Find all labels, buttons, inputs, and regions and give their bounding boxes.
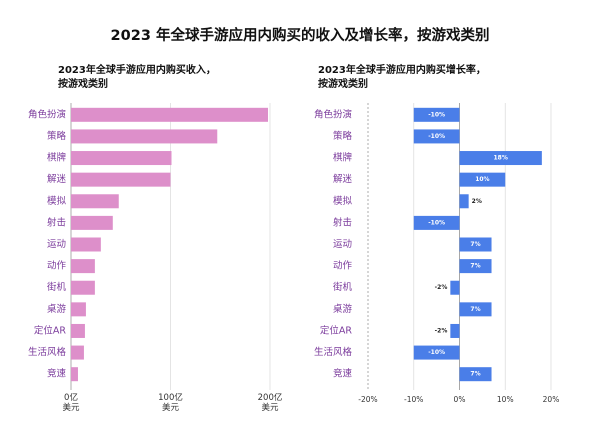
chart-title: 2023年全球手游应用内购买收入， xyxy=(58,63,216,76)
bar xyxy=(71,259,95,274)
page-title: 2023 年全球手游应用内购买的收入及增长率，按游戏类别 xyxy=(111,26,490,44)
chart-title: 2023年全球手游应用内购买增长率， xyxy=(318,63,486,76)
x-tick-label: 0% xyxy=(454,395,466,404)
x-tick-label: -20% xyxy=(358,395,377,404)
bar xyxy=(459,302,492,317)
x-tick-label: 200亿 美元 xyxy=(257,393,283,413)
bar xyxy=(450,280,460,295)
value-label: 7% xyxy=(470,306,480,313)
bar xyxy=(413,129,460,144)
bar xyxy=(71,107,269,122)
bar xyxy=(71,151,172,166)
category-label: 桌游 xyxy=(333,303,353,315)
bar xyxy=(450,323,460,338)
x-tick-label-box: 200亿 美元 xyxy=(257,393,283,413)
value-label: 2% xyxy=(472,198,482,205)
chart-title: 按游戏类别 xyxy=(58,77,108,90)
category-label: 解迷 xyxy=(47,173,67,185)
x-tick-label: 100亿 美元 xyxy=(158,393,183,413)
category-label: 动作 xyxy=(333,260,353,272)
bar xyxy=(71,345,84,360)
bar xyxy=(459,237,492,252)
value-label: -10% xyxy=(428,111,445,118)
bar xyxy=(413,107,460,122)
bar xyxy=(71,367,78,382)
bar xyxy=(71,129,218,144)
x-tick-label-box: 100亿 美元 xyxy=(158,393,183,413)
category-label: 棋牌 xyxy=(47,152,67,164)
bar xyxy=(71,323,85,338)
bar xyxy=(71,194,119,209)
category-label: 角色扮演 xyxy=(28,108,66,120)
x-tick-label-box: 0亿 美元 xyxy=(62,393,80,413)
category-label: 射击 xyxy=(47,216,66,228)
value-label: -10% xyxy=(428,219,445,226)
value-label: 7% xyxy=(470,263,480,270)
category-label: 定位AR xyxy=(34,324,66,336)
x-tick-label: -10% xyxy=(404,395,423,404)
category-label: 生活风格 xyxy=(314,346,353,358)
value-label: 10% xyxy=(475,176,489,183)
bar xyxy=(71,237,101,252)
category-label: 策略 xyxy=(47,130,67,142)
bar xyxy=(459,367,492,382)
category-label: 运动 xyxy=(333,239,352,250)
category-label: 生活风格 xyxy=(28,346,67,358)
bar xyxy=(459,259,492,274)
x-tick-label: 0亿 美元 xyxy=(62,393,80,413)
category-label: 模拟 xyxy=(333,195,353,207)
bar xyxy=(459,172,506,187)
value-label: -10% xyxy=(428,349,445,356)
bar xyxy=(71,280,95,295)
category-label: 角色扮演 xyxy=(314,108,352,120)
value-label: 18% xyxy=(493,155,507,162)
bar xyxy=(459,194,469,209)
value-label: -2% xyxy=(435,284,448,291)
category-label: 棋牌 xyxy=(333,152,353,164)
chart-title: 按游戏类别 xyxy=(318,77,368,90)
x-tick-label: 10% xyxy=(497,395,514,404)
category-label: 运动 xyxy=(47,239,66,250)
bar xyxy=(413,345,460,360)
bar xyxy=(71,172,171,187)
category-label: 竞速 xyxy=(47,368,67,380)
x-tick-label: 20% xyxy=(543,395,560,404)
bar xyxy=(459,151,542,166)
bar xyxy=(413,215,460,230)
category-label: 动作 xyxy=(47,260,67,272)
category-label: 模拟 xyxy=(47,195,67,207)
value-label: -2% xyxy=(435,327,448,334)
category-label: 竞速 xyxy=(333,368,353,380)
category-label: 定位AR xyxy=(320,324,352,336)
category-label: 策略 xyxy=(333,130,353,142)
value-label: -10% xyxy=(428,133,445,140)
bar xyxy=(71,215,113,230)
bar xyxy=(71,302,86,317)
value-label: 7% xyxy=(470,241,480,248)
category-label: 解迷 xyxy=(333,173,353,185)
value-label: 7% xyxy=(470,371,480,378)
category-label: 街机 xyxy=(333,281,353,293)
category-label: 桌游 xyxy=(47,303,67,315)
category-label: 射击 xyxy=(333,216,352,228)
category-label: 街机 xyxy=(47,281,67,293)
